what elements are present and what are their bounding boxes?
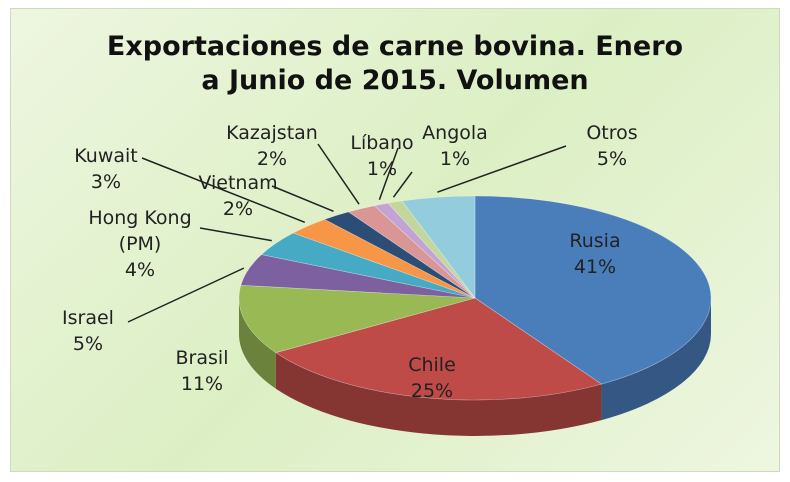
leader-line xyxy=(271,185,334,213)
slice-value-label: 3% xyxy=(90,171,122,193)
slice-value-label: 41% xyxy=(573,256,617,278)
leader-line xyxy=(317,143,360,205)
slice-label: Angola xyxy=(422,122,488,144)
leader-line xyxy=(199,227,272,242)
slice-label: Kuwait xyxy=(74,145,138,167)
slice xyxy=(474,195,712,385)
slice-label: Chile xyxy=(408,354,456,376)
slice-value-label: 11% xyxy=(180,373,224,395)
slice-value-label: 25% xyxy=(410,380,454,402)
leader-line xyxy=(392,171,413,198)
slice xyxy=(401,195,476,299)
slice-value-label: 1% xyxy=(439,148,471,170)
slice-side xyxy=(275,352,602,436)
chart-title: Exportaciones de carne bovina. Enero a J… xyxy=(106,31,684,96)
slice xyxy=(323,211,476,299)
slice xyxy=(387,200,476,299)
slice-label: Rusia xyxy=(569,230,621,252)
slice-value-label: 5% xyxy=(596,148,628,170)
slice-label: Hong Kong (PM) xyxy=(88,207,192,255)
slice-label: Kazajstan xyxy=(226,122,318,144)
leader-line xyxy=(127,267,245,323)
slice-value-label: 1% xyxy=(366,158,398,180)
slice xyxy=(373,202,476,299)
leader-line xyxy=(437,145,567,193)
slice-label: Israel xyxy=(62,307,114,329)
leader-line xyxy=(378,147,399,200)
slice-value-label: 2% xyxy=(256,148,288,170)
slice xyxy=(347,205,476,299)
slice xyxy=(240,254,476,299)
slice-value-label: 2% xyxy=(222,198,254,220)
slice-label: Otros xyxy=(586,122,638,144)
slice xyxy=(292,219,476,299)
slice-side xyxy=(601,298,711,421)
slice xyxy=(275,297,603,401)
slice xyxy=(260,232,476,299)
slice-side xyxy=(239,298,276,389)
slice-label: Brasil xyxy=(175,347,229,369)
slice-label: Líbano xyxy=(350,132,414,154)
slice-label: Vietnam xyxy=(198,172,278,194)
slice-value-label: 4% xyxy=(124,259,156,281)
leader-line xyxy=(141,157,306,223)
slice xyxy=(238,284,476,353)
slice-value-label: 5% xyxy=(72,333,104,355)
